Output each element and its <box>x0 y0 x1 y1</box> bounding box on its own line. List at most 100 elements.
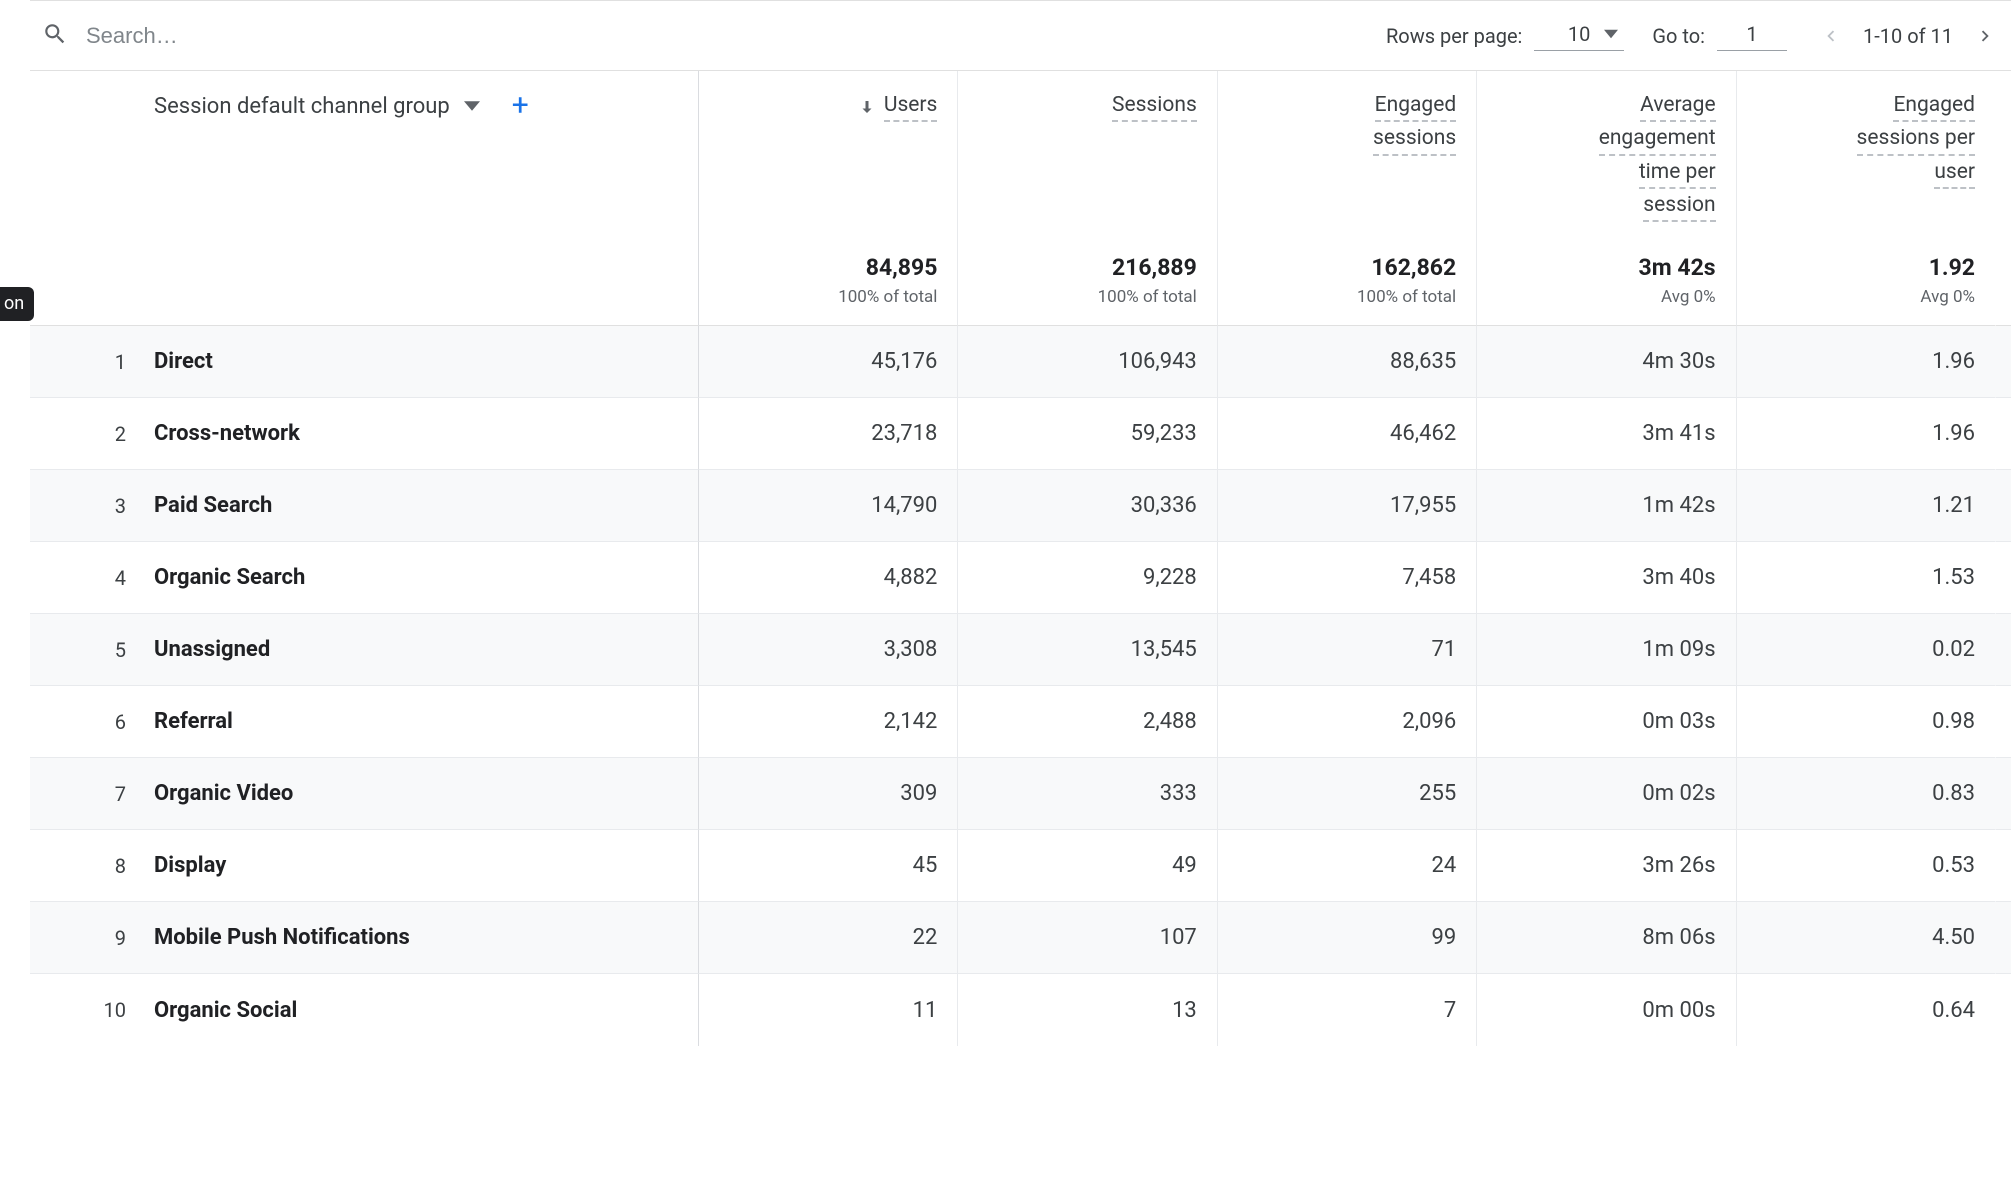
dimension-picker[interactable]: Session default channel group <box>154 94 480 119</box>
row-index: 7 <box>30 758 154 830</box>
cell-sessions: 106,943 <box>957 326 1216 398</box>
row-dimension[interactable]: Unassigned <box>154 614 698 686</box>
row-dimension[interactable]: Paid Search <box>154 470 698 542</box>
table-toolbar: Rows per page: 10 Go to: 1 1 <box>30 1 2011 71</box>
cell-avg_engagement: 8m 06s <box>1476 902 1735 974</box>
cell-avg_engagement: 1m 09s <box>1476 614 1735 686</box>
cell-eng_per_user: 4.50 <box>1736 902 1995 974</box>
add-dimension-button[interactable]: + <box>494 91 529 121</box>
cell-eng_per_user: 1.96 <box>1736 326 1995 398</box>
cell-engaged_sessions: 88,635 <box>1217 326 1476 398</box>
cell-engaged_sessions: 7 <box>1217 974 1476 1046</box>
chevron-down-icon <box>464 98 480 114</box>
column-header-users[interactable]: Users <box>698 71 957 236</box>
dimension-label: Session default channel group <box>154 94 450 119</box>
rows-per-page-select[interactable]: 10 <box>1534 20 1624 51</box>
search-icon[interactable] <box>42 21 68 51</box>
rows-per-page-value: 10 <box>1568 22 1590 46</box>
row-index: 9 <box>30 902 154 974</box>
cell-avg_engagement: 1m 42s <box>1476 470 1735 542</box>
rows-per-page-label: Rows per page: <box>1386 24 1522 48</box>
cell-avg_engagement: 0m 02s <box>1476 758 1735 830</box>
cell-users: 2,142 <box>698 686 957 758</box>
cell-eng_per_user: 0.64 <box>1736 974 1995 1046</box>
row-index: 6 <box>30 686 154 758</box>
summary-pad <box>1995 236 2011 326</box>
cell-engaged_sessions: 7,458 <box>1217 542 1476 614</box>
cell-avg_engagement: 3m 26s <box>1476 830 1735 902</box>
cell-users: 23,718 <box>698 398 957 470</box>
row-pad <box>1995 326 2011 398</box>
side-rail-pill: on <box>0 287 34 321</box>
row-dimension[interactable]: Display <box>154 830 698 902</box>
cell-sessions: 49 <box>957 830 1216 902</box>
row-index: 8 <box>30 830 154 902</box>
chevron-right-icon <box>1974 25 1996 47</box>
column-header-eng_per_user[interactable]: Engagedsessions peruser <box>1736 71 1995 236</box>
summary-dim <box>154 236 698 326</box>
row-index: 10 <box>30 974 154 1046</box>
prev-page-button[interactable] <box>1815 20 1847 52</box>
cell-avg_engagement: 4m 30s <box>1476 326 1735 398</box>
cell-sessions: 9,228 <box>957 542 1216 614</box>
summary-index <box>30 236 154 326</box>
cell-engaged_sessions: 2,096 <box>1217 686 1476 758</box>
row-pad <box>1995 974 2011 1046</box>
summary-eng_per_user: 1.92Avg 0% <box>1736 236 1995 326</box>
row-dimension[interactable]: Mobile Push Notifications <box>154 902 698 974</box>
row-pad <box>1995 902 2011 974</box>
header-pad <box>1995 71 2011 236</box>
cell-engaged_sessions: 17,955 <box>1217 470 1476 542</box>
cell-users: 4,882 <box>698 542 957 614</box>
next-page-button[interactable] <box>1969 20 2001 52</box>
row-dimension[interactable]: Organic Video <box>154 758 698 830</box>
summary-engaged_sessions: 162,862100% of total <box>1217 236 1476 326</box>
cell-sessions: 13,545 <box>957 614 1216 686</box>
goto-value: 1 <box>1746 22 1757 46</box>
column-header-sessions[interactable]: Sessions <box>957 71 1216 236</box>
cell-avg_engagement: 0m 00s <box>1476 974 1735 1046</box>
row-pad <box>1995 470 2011 542</box>
row-index: 4 <box>30 542 154 614</box>
row-dimension[interactable]: Referral <box>154 686 698 758</box>
chevron-down-icon <box>1604 27 1618 41</box>
cell-eng_per_user: 0.83 <box>1736 758 1995 830</box>
cell-engaged_sessions: 99 <box>1217 902 1476 974</box>
row-pad <box>1995 542 2011 614</box>
goto-label: Go to: <box>1652 24 1705 48</box>
row-dimension[interactable]: Direct <box>154 326 698 398</box>
row-pad <box>1995 758 2011 830</box>
column-header-avg_engagement[interactable]: Averageengagementtime persession <box>1476 71 1735 236</box>
row-index: 1 <box>30 326 154 398</box>
cell-sessions: 333 <box>957 758 1216 830</box>
cell-users: 3,308 <box>698 614 957 686</box>
row-pad <box>1995 614 2011 686</box>
cell-engaged_sessions: 24 <box>1217 830 1476 902</box>
row-dimension[interactable]: Organic Search <box>154 542 698 614</box>
row-index: 3 <box>30 470 154 542</box>
summary-users: 84,895100% of total <box>698 236 957 326</box>
cell-users: 11 <box>698 974 957 1046</box>
cell-eng_per_user: 0.02 <box>1736 614 1995 686</box>
cell-users: 14,790 <box>698 470 957 542</box>
cell-eng_per_user: 0.98 <box>1736 686 1995 758</box>
cell-eng_per_user: 1.21 <box>1736 470 1995 542</box>
summary-sessions: 216,889100% of total <box>957 236 1216 326</box>
cell-users: 45,176 <box>698 326 957 398</box>
sort-desc-icon <box>858 98 876 116</box>
data-table: Session default channel group + UsersSessi… <box>30 71 2011 1046</box>
row-dimension[interactable]: Cross-network <box>154 398 698 470</box>
row-pad <box>1995 830 2011 902</box>
row-dimension[interactable]: Organic Social <box>154 974 698 1046</box>
cell-sessions: 13 <box>957 974 1216 1046</box>
cell-sessions: 2,488 <box>957 686 1216 758</box>
search-input[interactable] <box>84 22 484 50</box>
cell-users: 45 <box>698 830 957 902</box>
cell-eng_per_user: 1.96 <box>1736 398 1995 470</box>
row-pad <box>1995 686 2011 758</box>
goto-input[interactable]: 1 <box>1717 20 1787 51</box>
cell-engaged_sessions: 255 <box>1217 758 1476 830</box>
row-index: 5 <box>30 614 154 686</box>
cell-avg_engagement: 3m 40s <box>1476 542 1735 614</box>
column-header-engaged_sessions[interactable]: Engagedsessions <box>1217 71 1476 236</box>
